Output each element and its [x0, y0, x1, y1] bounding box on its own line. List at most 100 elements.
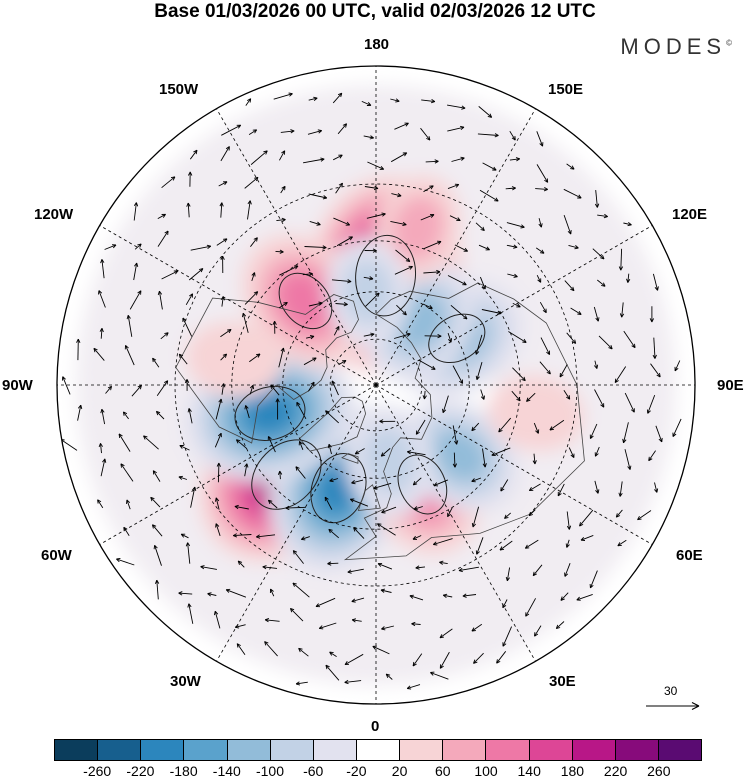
colorbar-tick-label: -260 [83, 763, 112, 779]
wind-vector [275, 249, 284, 254]
meridian-line [375, 384, 536, 662]
coastline [341, 453, 359, 464]
wind-vector [303, 357, 317, 366]
wind-vector [178, 353, 188, 365]
wind-vector [61, 376, 71, 395]
wind-vector [213, 610, 221, 629]
wind-vector [364, 185, 379, 191]
colorbar-segment [485, 740, 529, 760]
anomaly-blob [433, 430, 487, 481]
wind-vector [303, 157, 325, 164]
wind-vector [324, 496, 333, 510]
graticule [57, 66, 695, 704]
wind-vector [471, 422, 480, 432]
wind-vector [623, 221, 632, 227]
wind-vector [237, 560, 245, 568]
wind-vector [395, 249, 411, 263]
wind-vector [648, 450, 656, 462]
wind-vector [187, 603, 194, 624]
wind-vector [248, 129, 258, 135]
wind-vector [526, 392, 536, 402]
wind-vector [151, 524, 163, 537]
wind-vector [244, 176, 259, 189]
wind-vector [424, 333, 442, 339]
lon-label-120w: 120W [34, 206, 74, 223]
wind-vector [391, 193, 402, 198]
wind-vector [272, 320, 277, 334]
wind-vector [76, 338, 81, 361]
wind-vector [279, 265, 299, 276]
anomaly-contour [397, 454, 448, 515]
wind-vector [308, 193, 328, 200]
wind-vector [131, 384, 142, 397]
modes-logo: MODES© [620, 34, 732, 60]
wind-vector [182, 317, 193, 337]
wind-vector [507, 273, 518, 278]
wind-vector [244, 405, 250, 419]
wind-vector [285, 505, 306, 511]
wind-vector [594, 190, 600, 208]
wind-vector [439, 628, 453, 639]
wind-vector [502, 626, 513, 647]
anomaly-contour [234, 385, 306, 441]
wind-vector [452, 425, 459, 445]
wind-vector [563, 390, 571, 400]
wind-vector [420, 213, 435, 221]
colorbar-ticks: -260 -220 -180 -140 -100 -60 -20 20 60 100 140 180 2… [54, 763, 702, 783]
wind-vector [338, 360, 347, 366]
wind-vector [215, 398, 223, 420]
wind-vector [477, 133, 499, 138]
wind-vector [381, 625, 395, 631]
wind-vector [480, 389, 485, 400]
wind-vector [153, 544, 162, 566]
colorbar-tick-label: 140 [517, 763, 541, 779]
wind-vector [471, 477, 482, 483]
wind-vector [104, 244, 117, 250]
wind-vector [390, 220, 407, 227]
meridian-line [375, 225, 653, 386]
wind-vector [498, 417, 512, 433]
colorbar-segment [355, 740, 400, 760]
wind-vector [256, 534, 276, 539]
wind-vector [304, 245, 327, 250]
wind-vector [447, 275, 467, 286]
wind-vector [672, 418, 682, 437]
wind-vector [539, 301, 547, 314]
wind-vector [221, 383, 226, 395]
coastline [343, 282, 585, 561]
wind-vector [447, 125, 465, 132]
wind-vector [188, 268, 204, 281]
colorbar-tick-label: -60 [303, 763, 324, 779]
coastline [357, 484, 381, 511]
wind-vector [430, 671, 449, 680]
wind-vector [154, 579, 160, 600]
wind-vector [482, 162, 497, 171]
wind-vector [325, 410, 340, 424]
wind-vector [216, 238, 228, 246]
wind-vector [292, 582, 310, 598]
wind-vector [187, 408, 193, 424]
wind-vector [333, 326, 340, 336]
wind-vector [566, 511, 572, 530]
wind-vector [407, 450, 426, 456]
wind-vector [412, 535, 422, 540]
wind-vector [624, 392, 635, 413]
wind-vector [525, 598, 536, 617]
lon-label-90e: 90E [717, 377, 744, 394]
wind-vector [328, 528, 339, 539]
wind-vector [214, 432, 222, 448]
wind-vector [619, 302, 625, 318]
wind-vector [280, 129, 295, 134]
wind-vector [512, 302, 521, 308]
wind-vector [178, 475, 188, 480]
wind-vector [296, 401, 307, 420]
wind-vector [179, 445, 190, 451]
colorbar-tick-label: 220 [603, 763, 628, 779]
meridian-line [216, 384, 377, 662]
wind-vector [157, 230, 169, 247]
wind-vector [235, 439, 248, 450]
wind-vector [617, 539, 627, 547]
wind-vector [180, 533, 189, 539]
wind-vector [377, 562, 393, 570]
